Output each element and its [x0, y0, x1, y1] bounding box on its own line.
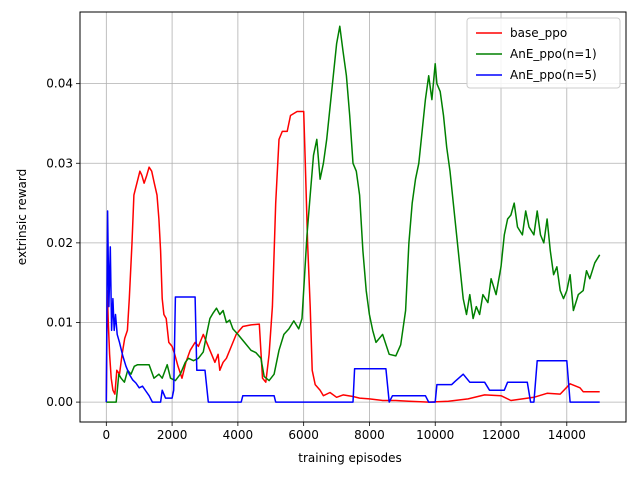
x-tick-label: 10000 — [416, 428, 454, 442]
legend-label: AnE_ppo(n=5) — [510, 68, 597, 82]
x-tick-label: 14000 — [548, 428, 586, 442]
x-tick-label: 8000 — [354, 428, 385, 442]
series-line — [105, 210, 600, 403]
y-tick-label: 0.02 — [46, 236, 73, 250]
y-tick-label: 0.00 — [46, 395, 73, 409]
x-tick-label: 0 — [102, 428, 110, 442]
legend: base_ppo AnE_ppo(n=1) AnE_ppo(n=5) — [466, 17, 621, 89]
x-tick-label: 12000 — [482, 428, 520, 442]
plot-frame — [79, 11, 627, 423]
y-axis-ticks: 0.00 0.01 0.02 0.03 0.04 — [46, 77, 80, 409]
y-tick-label: 0.04 — [46, 77, 73, 91]
x-axis-label: training episodes — [298, 451, 401, 465]
series-lines — [105, 25, 601, 403]
series-line — [106, 25, 601, 403]
series-line — [105, 110, 600, 403]
legend-label: base_ppo — [510, 26, 567, 40]
x-axis-ticks: 0 2000 4000 6000 8000 10000 12000 14000 — [102, 422, 586, 442]
legend-label: AnE_ppo(n=1) — [510, 47, 597, 61]
x-tick-label: 6000 — [288, 428, 319, 442]
legend-box — [466, 17, 621, 89]
y-tick-label: 0.03 — [46, 156, 73, 170]
y-tick-label: 0.01 — [46, 315, 73, 329]
y-axis-label: extrinsic reward — [15, 169, 29, 265]
x-tick-label: 2000 — [157, 428, 188, 442]
x-tick-label: 4000 — [223, 428, 254, 442]
